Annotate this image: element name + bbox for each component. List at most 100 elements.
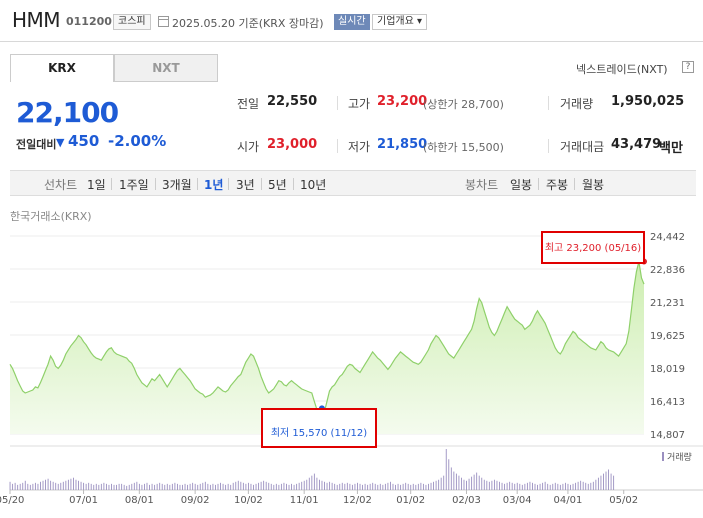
volume-bar — [105, 483, 107, 490]
volume-bar — [501, 482, 503, 490]
volume-bar — [377, 484, 379, 490]
volume-bar — [354, 483, 356, 490]
volume-bar — [400, 484, 402, 490]
divider — [337, 139, 338, 153]
min-annotation-box — [261, 408, 377, 448]
divider — [111, 178, 112, 190]
help-icon[interactable]: ? — [682, 61, 694, 73]
price-line — [9, 261, 645, 420]
volume-bar — [384, 483, 386, 490]
volume-bar — [88, 482, 90, 490]
high-value: 23,200 — [377, 94, 428, 109]
volume-bar — [108, 484, 110, 490]
trade-value-label: 거래대금 — [560, 140, 605, 154]
volume-bar — [359, 483, 361, 490]
volume-bar — [458, 475, 460, 490]
volume-bar — [415, 484, 417, 490]
volume-bar — [169, 484, 171, 490]
volume-bar — [159, 482, 161, 490]
volume-bar — [395, 484, 396, 490]
volume-bar — [603, 473, 604, 490]
volume-bar — [113, 484, 115, 490]
x-tick-label: 02/03 — [452, 495, 481, 506]
volume-bar — [270, 483, 272, 490]
volume-bar — [268, 482, 270, 490]
volume-bar — [433, 481, 435, 490]
volume-bar — [473, 474, 475, 490]
volume-bar — [554, 482, 556, 490]
volume-bar — [184, 483, 186, 490]
tab-nxt[interactable]: NXT — [114, 54, 218, 82]
period-5y[interactable]: 5년 — [268, 178, 287, 192]
chart-source-label: 한국거래소(KRX) — [10, 210, 92, 223]
volume-bar — [577, 481, 579, 490]
volume-bar — [445, 449, 447, 490]
y-tick-label: 24,442 — [650, 232, 685, 243]
volume-bar — [55, 482, 57, 490]
chevron-down-icon: ▾ — [417, 16, 423, 27]
volume-bar — [557, 483, 559, 490]
x-tick-label: 12/02 — [343, 495, 372, 506]
divider — [293, 178, 294, 190]
volume-bar — [171, 483, 173, 490]
volume-value: 1,950,025 — [611, 94, 685, 109]
open-label: 시가 — [237, 140, 260, 154]
volume-bar — [369, 483, 371, 490]
stats-row-2: 시가 23,000 저가 21,850 (하한가 15,500) 거래대금 43… — [230, 136, 690, 156]
volume-bar — [549, 484, 551, 490]
volume-bar — [344, 483, 346, 490]
current-price: 22,100 — [16, 96, 119, 129]
volume-bar — [559, 484, 561, 490]
x-tick-label: 11/01 — [290, 495, 319, 506]
volume-bar — [278, 484, 280, 490]
period-weekly[interactable]: 주봉 — [546, 178, 569, 192]
volume-bar — [435, 480, 437, 490]
volume-bar — [133, 482, 135, 490]
volume-bar — [392, 483, 394, 490]
volume-bar — [326, 482, 328, 490]
volume-bar — [450, 467, 452, 490]
volume-bar — [161, 483, 163, 490]
y-tick-label: 21,231 — [650, 298, 685, 309]
period-10y[interactable]: 10년 — [300, 178, 327, 192]
volume-bar — [192, 482, 194, 490]
volume-bar — [486, 480, 488, 490]
period-1d[interactable]: 1일 — [87, 178, 106, 192]
max-annotation-box — [541, 231, 645, 264]
volume-bar — [275, 483, 277, 490]
period-monthly[interactable]: 월봉 — [582, 178, 605, 192]
volume-bar — [260, 481, 262, 490]
volume-bar — [516, 482, 518, 490]
period-3y[interactable]: 3년 — [236, 178, 255, 192]
volume-bar — [600, 475, 602, 490]
volume-bar — [293, 484, 295, 490]
volume-bar — [590, 482, 592, 490]
period-1w[interactable]: 1주일 — [119, 178, 149, 192]
x-tick-label: 03/04 — [503, 495, 532, 506]
volume-bar — [572, 483, 574, 490]
volume-bar — [608, 469, 609, 490]
volume-bar — [336, 484, 338, 490]
max-annotation-label: 최고 23,200 (05/16) — [545, 242, 641, 254]
period-daily[interactable]: 일봉 — [510, 178, 533, 192]
volume-bar — [519, 483, 521, 490]
x-tick-label: 01/02 — [396, 495, 425, 506]
volume-bar — [466, 480, 467, 490]
volume-bar — [468, 478, 470, 490]
volume-bar — [258, 482, 260, 490]
x-tick-label: 09/02 — [181, 495, 210, 506]
volume-bar — [537, 484, 538, 490]
x-tick-label: 07/01 — [69, 495, 98, 506]
live-button[interactable]: 실시간 — [334, 14, 370, 30]
period-1y[interactable]: 1년 — [204, 178, 224, 192]
volume-bar — [14, 482, 16, 490]
nextrade-link[interactable]: 넥스트레이드(NXT) — [576, 63, 668, 76]
company-overview-dropdown[interactable]: 기업개요 ▾ — [372, 14, 428, 30]
volume-bar — [116, 484, 118, 490]
volume-bar — [37, 483, 39, 490]
tab-krx[interactable]: KRX — [10, 54, 114, 82]
volume-bar — [288, 484, 290, 490]
period-3m[interactable]: 3개월 — [162, 178, 192, 192]
volume-bar — [552, 483, 554, 490]
volume-bar — [402, 483, 404, 490]
